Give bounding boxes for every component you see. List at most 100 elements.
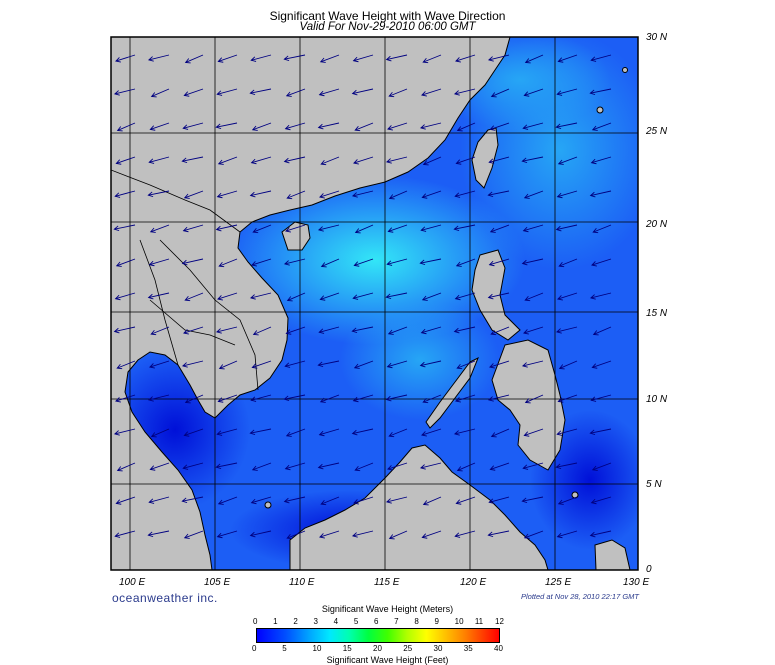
wave-arrow xyxy=(454,190,476,198)
wave-arrow xyxy=(523,190,544,199)
wave-arrow xyxy=(116,360,136,370)
wave-arrow xyxy=(354,462,374,472)
lat-label-5n: 5 N xyxy=(646,479,662,490)
wave-arrow xyxy=(250,156,272,165)
wave-arrow xyxy=(421,88,442,97)
land-borneo xyxy=(289,444,549,570)
wave-arrow xyxy=(591,122,612,131)
wave-arrow xyxy=(489,122,510,131)
wave-arrow xyxy=(422,156,442,166)
land-luzon xyxy=(471,249,521,341)
wave-arrow xyxy=(218,258,238,268)
wave-arrow xyxy=(453,326,476,334)
wave-arrow xyxy=(386,360,408,369)
wave-arrow xyxy=(251,462,272,471)
wave-arrow xyxy=(421,530,442,539)
land-islet xyxy=(622,67,628,73)
wave-arrow xyxy=(557,496,578,505)
wave-arrow xyxy=(421,292,442,301)
wave-arrow xyxy=(422,54,442,64)
wave-arrow xyxy=(456,122,476,132)
wave-arrow xyxy=(351,326,374,334)
lon-label-110e: 110 E xyxy=(289,577,315,588)
legend-meters-tick: 12 xyxy=(495,617,504,626)
wave-arrow xyxy=(319,54,340,63)
wave-arrow xyxy=(388,88,408,98)
wave-arrow xyxy=(557,394,578,403)
wave-arrow xyxy=(385,54,408,62)
wave-arrow xyxy=(419,258,442,266)
wave-arrow xyxy=(318,88,340,97)
wave-arrow xyxy=(283,258,306,266)
wave-arrow xyxy=(490,88,510,98)
land-islet xyxy=(264,501,272,509)
wave-arrow xyxy=(592,326,612,336)
wave-arrow xyxy=(317,122,340,130)
wave-arrow xyxy=(148,258,170,267)
wave-arrow xyxy=(524,54,544,64)
wave-arrow xyxy=(114,190,136,198)
wave-arrow xyxy=(116,462,136,472)
wave-arrow xyxy=(522,462,544,470)
wave-arrow xyxy=(283,496,306,504)
wave-arrow xyxy=(388,428,408,438)
wave-arrow xyxy=(218,360,238,370)
wave-arrow xyxy=(453,224,476,232)
wave-arrow xyxy=(555,326,578,334)
lon-label-130e: 130 E xyxy=(623,577,650,588)
legend-feet-tick: 30 xyxy=(433,644,443,653)
map-subtitle: Valid For Nov-29-2010 06:00 GMT xyxy=(299,21,476,33)
wave-arrow xyxy=(590,394,612,402)
wave-arrow xyxy=(388,530,408,540)
wave-arrow xyxy=(150,88,170,98)
wave-arrow xyxy=(113,88,136,96)
wave-arrow xyxy=(555,224,578,232)
lon-label-100e: 100 E xyxy=(119,577,146,588)
wave-arrow xyxy=(521,156,544,164)
wave-arrow xyxy=(319,190,340,199)
wave-arrow xyxy=(184,394,204,404)
colorbar xyxy=(256,628,500,643)
wave-arrow xyxy=(252,326,272,336)
wave-arrow xyxy=(521,496,544,504)
wave-arrow xyxy=(455,394,476,403)
wave-arrow xyxy=(317,462,340,470)
wave-arrow xyxy=(487,394,510,402)
wave-arrow xyxy=(387,122,408,131)
land-islet xyxy=(571,491,579,499)
legend-feet-tick: 40 xyxy=(494,644,503,653)
wave-arrow xyxy=(149,360,170,369)
wave-arrow xyxy=(286,292,306,302)
wave-arrow xyxy=(453,88,476,96)
legend-feet-tick: 5 xyxy=(282,644,287,653)
legend-meters-tick: 5 xyxy=(353,617,359,626)
wave-arrow xyxy=(489,462,510,471)
brand-logo-text: oceanweather inc. xyxy=(112,591,218,605)
wave-arrow xyxy=(249,190,272,198)
legend-meters-tick: 4 xyxy=(333,617,339,626)
legend-feet-tick: 35 xyxy=(463,644,473,653)
wave-arrow xyxy=(421,428,442,437)
wave-arrow xyxy=(352,54,374,63)
wave-arrow xyxy=(454,292,476,301)
legend-meters-tick: 2 xyxy=(293,617,298,626)
wave-arrow xyxy=(419,462,442,470)
wave-arrow xyxy=(422,394,442,404)
country-border xyxy=(111,169,259,391)
wave-arrow xyxy=(352,394,374,403)
wave-arrow xyxy=(387,462,408,471)
wave-arrow xyxy=(319,292,340,301)
wave-arrow xyxy=(589,88,612,96)
wave-arrow xyxy=(488,258,510,267)
lat-label-15n: 15 N xyxy=(646,308,668,319)
wave-arrow xyxy=(523,326,544,335)
wave-arrow xyxy=(284,462,306,471)
wave-arrow xyxy=(558,360,578,370)
wave-arrow xyxy=(150,428,170,438)
wave-arrow xyxy=(557,54,578,63)
wave-arrow xyxy=(590,496,612,505)
wave-arrow xyxy=(216,530,238,539)
wave-arrow xyxy=(420,224,442,232)
map-frame xyxy=(110,36,639,571)
